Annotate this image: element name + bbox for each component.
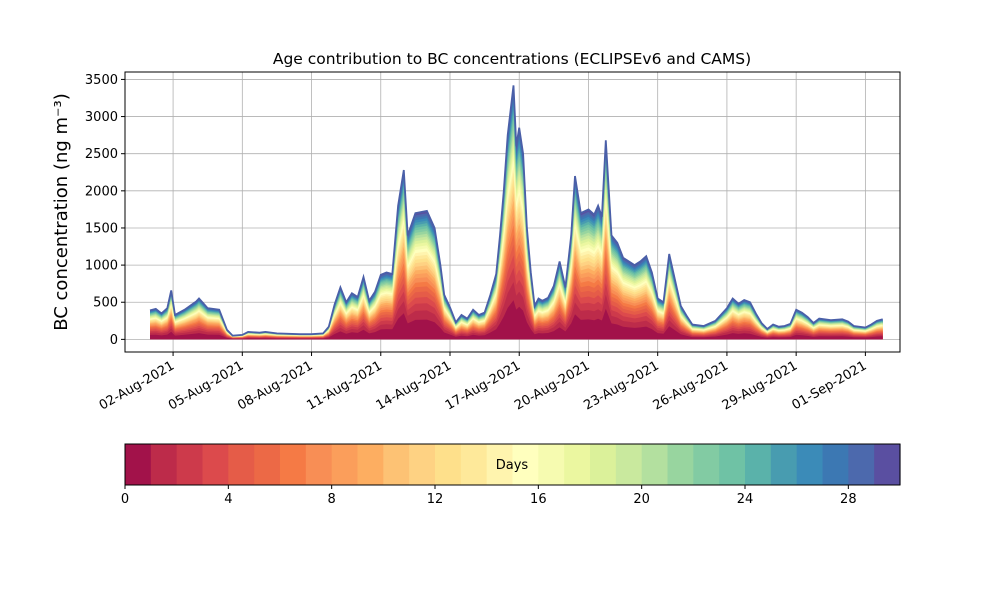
colorbar-swatch	[280, 444, 307, 485]
x-tick-label: 01-Sep-2021	[790, 358, 870, 413]
colorbar-swatch	[228, 444, 255, 485]
y-tick-label: 1500	[85, 221, 118, 236]
colorbar-swatch	[512, 444, 539, 485]
colorbar-swatch	[331, 444, 359, 485]
colorbar-tick-label: 12	[427, 492, 444, 507]
colorbar-swatch	[590, 444, 617, 485]
x-tick-label: 29-Aug-2021	[720, 358, 800, 413]
colorbar-swatch	[874, 444, 901, 485]
colorbar-tick-label: 16	[530, 492, 547, 507]
colorbar-swatch	[125, 444, 152, 485]
colorbar-swatch	[641, 444, 669, 485]
colorbar-tick-label: 24	[737, 492, 754, 507]
colorbar-swatch	[409, 444, 436, 485]
colorbar-swatch	[796, 444, 824, 485]
x-tick-label: 05-Aug-2021	[166, 358, 246, 413]
colorbar-swatch	[202, 444, 229, 485]
y-tick-label: 500	[93, 296, 118, 311]
colorbar-tick-label: 0	[121, 492, 129, 507]
y-axis-label: BC concentration (ng m⁻³)	[51, 93, 72, 331]
colorbar-swatch	[176, 444, 204, 485]
colorbar-swatch	[435, 444, 462, 485]
plot-frame	[124, 71, 901, 353]
age-band-area	[150, 300, 883, 340]
x-tick-label: 17-Aug-2021	[443, 358, 523, 413]
chart-title: Age contribution to BC concentrations (E…	[273, 50, 751, 68]
colorbar-swatch	[615, 444, 643, 485]
age-bands	[150, 85, 883, 340]
x-tick-label: 23-Aug-2021	[581, 358, 661, 413]
y-tick-label: 2500	[85, 147, 118, 162]
colorbar-tick-label: 4	[224, 492, 232, 507]
x-tick-label: 02-Aug-2021	[97, 358, 177, 413]
y-tick-label: 3500	[85, 73, 118, 88]
colorbar-swatch	[822, 444, 849, 485]
colorbar-swatch	[667, 444, 694, 485]
colorbar-swatch	[486, 444, 514, 485]
y-tick-label: 1000	[85, 259, 118, 274]
colorbar-swatch	[564, 444, 591, 485]
x-tick-label: 26-Aug-2021	[651, 358, 731, 413]
x-tick-label: 20-Aug-2021	[512, 358, 592, 413]
colorbar	[125, 444, 901, 485]
colorbar-tick-label: 8	[328, 492, 336, 507]
colorbar-swatch	[305, 444, 333, 485]
colorbar-swatch	[848, 444, 875, 485]
total-line	[149, 85, 883, 337]
colorbar-swatch	[254, 444, 281, 485]
colorbar-swatch	[770, 444, 798, 485]
colorbar-ticks: 0 4 8 12 16 20 24 28	[121, 485, 857, 507]
colorbar-swatch	[150, 444, 178, 485]
x-tick-label: 11-Aug-2021	[304, 358, 384, 413]
colorbar-swatch	[357, 444, 384, 485]
colorbar-frame	[124, 443, 901, 486]
y-axis: 0 500 1000 1500 2000 2500 3000 3500	[85, 73, 125, 348]
colorbar-tick-label: 20	[633, 492, 650, 507]
colorbar-swatch	[460, 444, 488, 485]
x-tick-label: 14-Aug-2021	[374, 358, 454, 413]
colorbar-swatch	[719, 444, 746, 485]
colorbar-swatch	[745, 444, 772, 485]
y-tick-label: 2000	[85, 184, 118, 199]
colorbar-swatch	[538, 444, 565, 485]
y-tick-label: 3000	[85, 110, 118, 125]
colorbar-swatch	[693, 444, 720, 485]
y-tick-label: 0	[110, 333, 118, 348]
colorbar-label: Days	[496, 458, 529, 473]
colorbar-tick-label: 28	[840, 492, 857, 507]
x-axis: 02-Aug-202105-Aug-202108-Aug-202111-Aug-…	[97, 352, 870, 414]
colorbar-swatch	[383, 444, 410, 485]
x-tick-label: 08-Aug-2021	[235, 358, 315, 413]
